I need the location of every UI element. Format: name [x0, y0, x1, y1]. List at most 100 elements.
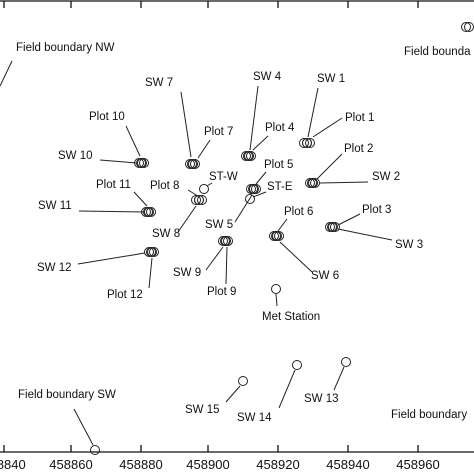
leader-line [0, 60, 13, 87]
site-label: SW 10 [58, 150, 93, 162]
site-label: SW 14 [237, 412, 272, 424]
leader-line [73, 408, 94, 446]
site-label: SW 11 [38, 200, 72, 212]
site-label: SW 13 [304, 393, 339, 405]
site-st-w: ST-W [199, 171, 238, 194]
site-marker-icon [223, 236, 233, 246]
leader-line [333, 366, 345, 391]
site-label: Plot 5 [264, 159, 293, 171]
site-plot4: Plot 4 [243, 122, 295, 161]
leader-line [133, 191, 148, 207]
site-met-station: Met Station [262, 284, 320, 323]
site-marker-icon [199, 184, 209, 194]
leader-line [307, 87, 319, 138]
site-label: SW 3 [395, 239, 423, 251]
site-sw4: SW 4 [241, 71, 282, 161]
leader-line [252, 191, 267, 198]
site-marker-icon [461, 22, 471, 32]
x-axis: 458840 458860 458880 458900 458920 458940 4589… [0, 445, 440, 472]
site-marker-icon [302, 138, 312, 148]
site-label: SW 12 [37, 262, 72, 274]
site-marker-icon [292, 360, 302, 370]
site-marker-icon [274, 231, 284, 241]
site-label: Plot 7 [204, 126, 233, 138]
site-label: Plot 6 [284, 206, 313, 218]
site-label: SW 7 [145, 77, 173, 89]
site-sw3: SW 3 [327, 222, 423, 251]
leader-line [337, 213, 361, 226]
site-plot9: Plot 9 [207, 236, 236, 298]
leader-line [77, 252, 146, 265]
site-sw6: SW 6 [271, 231, 339, 282]
site-sw2: SW 2 [307, 171, 400, 188]
site-marker-icon [146, 247, 156, 257]
site-label: Plot 1 [345, 112, 374, 124]
site-plot1: Plot 1 [302, 112, 374, 148]
site-marker-icon [245, 194, 255, 204]
site-marker-icon [220, 236, 230, 246]
site-label: SW 5 [205, 219, 233, 231]
site-marker-icon [146, 207, 156, 217]
site-marker-icon [246, 151, 256, 161]
site-marker-icon [251, 184, 261, 194]
site-label: Plot 12 [107, 289, 143, 301]
site-label: SW 1 [317, 73, 345, 85]
x-tick-label: 458880 [119, 457, 162, 472]
leader-line [197, 139, 211, 159]
site-marker-icon [238, 376, 248, 386]
leader-line [99, 159, 138, 164]
site-plot7: Plot 7 [187, 126, 233, 169]
site-label: Met Station [262, 311, 320, 323]
site-field-boundary-sw: Field boundary SW [18, 389, 116, 455]
site-label: ST-W [209, 171, 238, 183]
site-label: Field boundary NW [16, 42, 115, 54]
site-label: Plot 11 [96, 179, 131, 191]
x-tick-label: 458900 [186, 457, 229, 472]
leader-line [187, 189, 199, 197]
leader-line [277, 218, 288, 232]
site-sw14: SW 14 [237, 360, 302, 424]
site-sw11: SW 11 [38, 200, 156, 217]
leader-line [278, 369, 296, 409]
leader-line [316, 153, 343, 180]
leader-line [206, 182, 213, 187]
site-sw5: SW 5 [205, 184, 261, 231]
site-sw13: SW 13 [304, 357, 351, 405]
site-label: Field bounda [404, 46, 471, 58]
site-marker-icon [191, 195, 201, 205]
leader-line [249, 85, 259, 151]
site-field-boundary-nw: Field boundary NW [0, 42, 115, 87]
leader-line [252, 135, 269, 151]
site-marker-icon [307, 178, 317, 188]
leader-line [225, 246, 228, 285]
site-label: Field boundary [391, 409, 467, 421]
site-label: Plot 9 [207, 286, 236, 298]
site-marker-icon [149, 247, 159, 257]
site-marker-icon [136, 158, 146, 168]
site-label: Plot 10 [89, 111, 125, 123]
sites: Field boundary NW Field bounda SW 7 Plot 7 S… [0, 22, 474, 455]
site-sw15: SW 15 [185, 376, 248, 416]
site-field-boundary-se: Field boundary [391, 409, 467, 421]
x-tick-label: 458860 [49, 457, 92, 472]
leader-line [205, 246, 224, 271]
site-marker-icon [197, 195, 207, 205]
site-marker-icon [143, 207, 153, 217]
site-label: Plot 2 [344, 143, 373, 155]
leader-line [125, 125, 141, 157]
site-label: SW 4 [253, 71, 282, 83]
site-marker-icon [243, 151, 253, 161]
site-label: SW 15 [185, 404, 220, 416]
site-plot3: Plot 3 [325, 204, 391, 232]
x-tick-label: 458840 [0, 457, 26, 472]
site-marker-icon [271, 231, 281, 241]
x-tick-label: 458960 [396, 457, 439, 472]
x-tick-label: 458920 [256, 457, 299, 472]
site-label: Plot 3 [362, 204, 391, 216]
site-marker-icon [341, 357, 351, 367]
site-sw10: SW 10 [58, 150, 149, 168]
site-marker-icon [327, 222, 337, 232]
site-marker-icon [305, 138, 315, 148]
